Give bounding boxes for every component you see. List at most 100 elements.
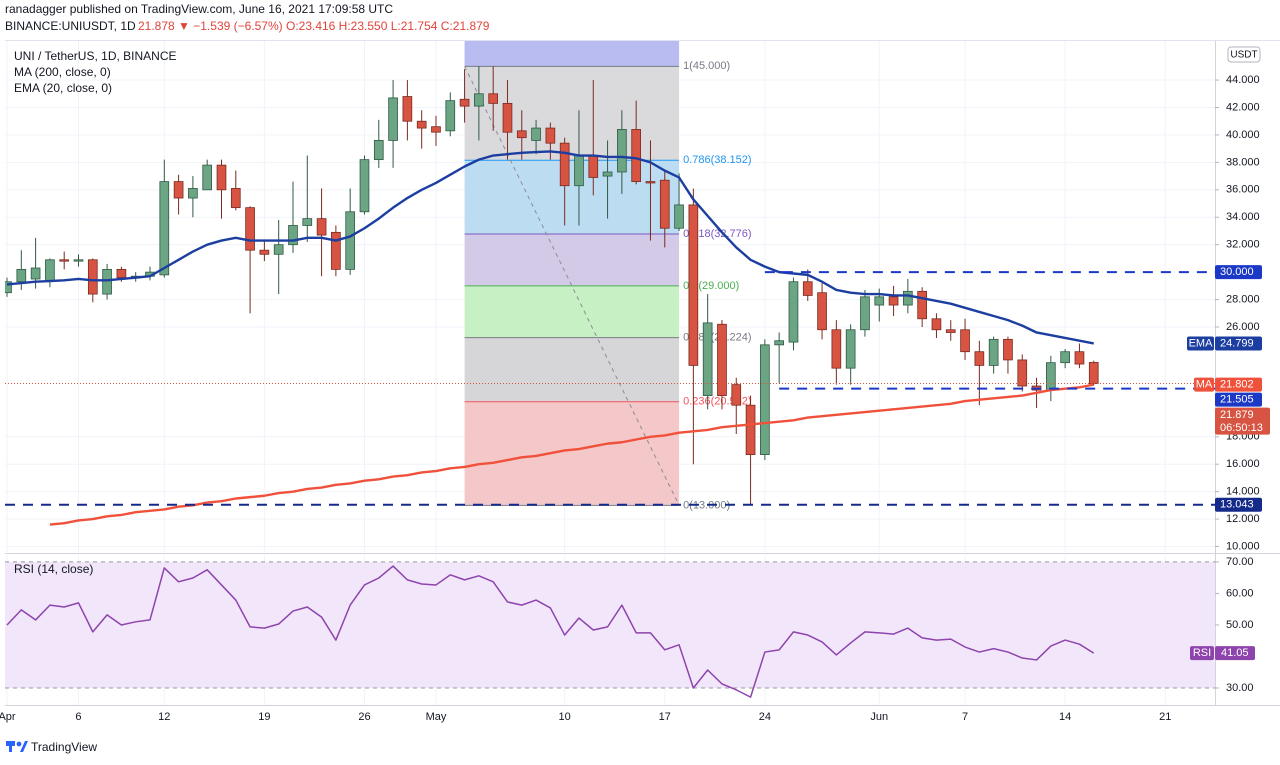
series-line (49, 383, 1094, 526)
candle-body (245, 207, 255, 251)
candle-body (316, 218, 327, 236)
fib-band (464, 66, 680, 161)
y-tick-label: 12.000 (1226, 513, 1260, 525)
x-tick-label: 12 (158, 711, 170, 723)
candle-body (717, 323, 727, 397)
y-tick-label: 70.00 (1226, 556, 1254, 568)
labels: 30.000 24.799 EMA 21.802 MA 21.505 21.87906:50… (1187, 265, 1270, 661)
x-tick-label: 21 (1159, 711, 1171, 723)
candle-body (531, 127, 541, 141)
legend-entry: EMA (20, close, 0) (14, 81, 112, 95)
candle-body (345, 211, 356, 270)
x-tick-label: 14 (1059, 711, 1071, 723)
y-tick-label: 34.000 (1226, 211, 1260, 223)
x-tick-label: 7 (962, 711, 968, 723)
y-tick-label: 38.000 (1226, 156, 1260, 168)
quote: 21.878 ▼ −1.539 (−6.57%) O:23.416 H:23.5… (138, 19, 490, 33)
candle-body (502, 102, 513, 133)
candle-body (788, 281, 799, 343)
main-pane: 1(45.000)0.786(38.152)0.618(32.776)0.5(2… (5, 40, 1215, 552)
y-tick-label: 44.000 (1226, 74, 1260, 86)
x-tick-label: 10 (559, 711, 571, 723)
series-tag-box (1187, 336, 1214, 351)
candle-body (617, 129, 627, 173)
y-tick-label: 60.00 (1226, 587, 1254, 599)
x-tick-label: 24 (759, 711, 771, 723)
x-tick-label: 6 (75, 711, 81, 723)
x-tick-label: May (426, 711, 447, 723)
series-value-tag-box (1215, 336, 1262, 351)
fib-trendline (464, 66, 680, 506)
rsi-title: RSI (14, close) (14, 562, 93, 576)
x-tick-label: 19 (258, 711, 270, 723)
candle-body (702, 322, 713, 397)
candle-body (802, 281, 813, 296)
candle-body (674, 204, 684, 229)
candle-body (545, 127, 556, 144)
candle-body (574, 155, 584, 187)
y-tick-label: 36.000 (1226, 184, 1260, 196)
candle-body (216, 164, 227, 191)
candle-body (459, 98, 470, 107)
rsi-pane (5, 555, 1215, 705)
candle-body (903, 290, 913, 306)
candle-body (474, 93, 484, 107)
candle-body (87, 259, 98, 295)
candle-body (73, 259, 84, 262)
candle-body (402, 96, 413, 122)
candle-body (331, 231, 341, 270)
series-value-tag-box (1215, 377, 1262, 392)
series-tag-box (1194, 377, 1214, 392)
fib-band (464, 40, 680, 67)
series-tag: EMA (1189, 337, 1214, 349)
fib-band (464, 285, 680, 338)
candle-body (745, 404, 756, 455)
candle-body (817, 292, 827, 331)
candle-body (831, 329, 842, 369)
candle-body (559, 142, 570, 187)
rsi-value: 41.05 (1221, 647, 1249, 659)
candle-body (359, 159, 370, 213)
series-line (6, 565, 1095, 698)
fib-band (464, 401, 680, 506)
x-tick-label: 17 (659, 711, 671, 723)
y-tick-label: 40.000 (1226, 129, 1260, 141)
candle-body (631, 129, 642, 182)
chart-title: UNI / TetherUS, 1D, BINANCE (14, 49, 177, 63)
x-tick-label: Apr (0, 711, 16, 723)
candle-body (1074, 351, 1085, 365)
candle-body (230, 188, 241, 209)
candle-body (416, 120, 427, 129)
rsi-tag-box (1190, 646, 1214, 661)
candle-body (202, 164, 213, 191)
logo-mark (20, 741, 28, 752)
currency: USDT (1230, 50, 1257, 61)
legend-entry: MA (200, close, 0) (14, 65, 111, 79)
candle-body (731, 384, 742, 406)
candle-body (388, 97, 398, 141)
candle-body (302, 218, 313, 226)
publisher-line: ranadagger published on TradingView.com,… (5, 2, 393, 16)
close-tag: 21.879 (1220, 409, 1254, 421)
candle-body (431, 126, 441, 133)
candle-body (288, 225, 298, 246)
fib-band (464, 337, 680, 402)
y-tick-label: 14.000 (1226, 486, 1260, 498)
y-tick-label: 10.000 (1226, 540, 1260, 552)
series-line (6, 150, 1094, 345)
candle-body (760, 344, 770, 455)
candle-body (102, 268, 112, 295)
y-tick-label: 50.00 (1226, 619, 1254, 631)
candle-body (645, 181, 656, 184)
candle-body (173, 181, 184, 199)
y-tick-label: 16.000 (1226, 458, 1260, 470)
rsi-value-box (1215, 646, 1255, 661)
countdown: 06:50:13 (1220, 422, 1263, 434)
candle-body (874, 296, 885, 306)
fib-label: 0(13.000) (683, 499, 730, 511)
fib-label: 0.786(38.152) (683, 154, 752, 166)
candle-body (917, 290, 927, 320)
candle-body (59, 259, 70, 262)
candle-body (1017, 359, 1028, 387)
